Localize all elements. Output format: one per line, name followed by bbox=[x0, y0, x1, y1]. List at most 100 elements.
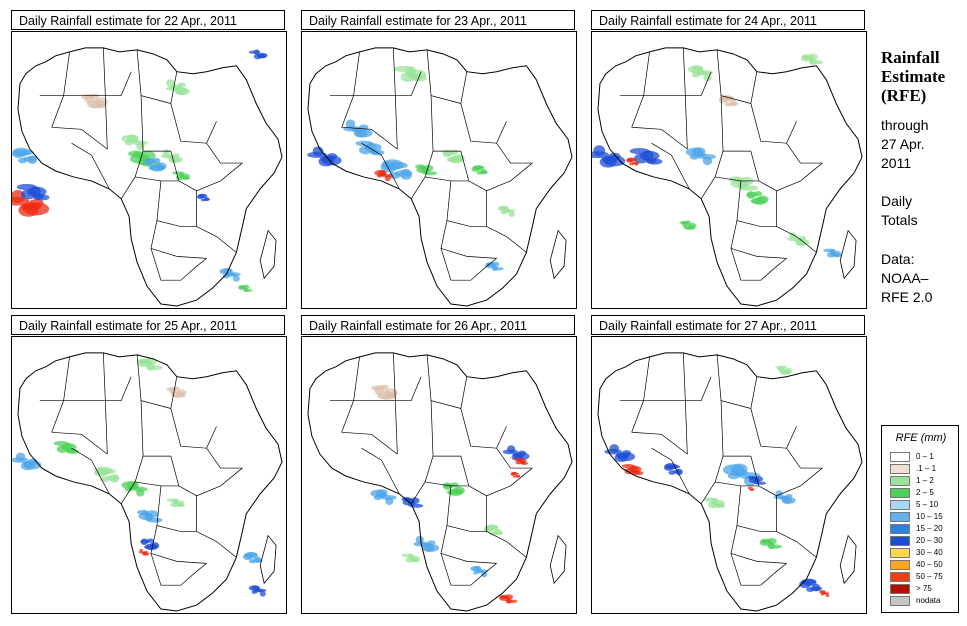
rainfall-patch bbox=[415, 536, 424, 544]
rainfall-patch bbox=[702, 156, 713, 166]
rainfall-patch bbox=[232, 275, 240, 282]
rainfall-patch bbox=[145, 543, 159, 551]
country-border bbox=[392, 47, 398, 150]
country-border bbox=[341, 51, 360, 128]
rainfall-patch bbox=[664, 463, 678, 470]
legend-label: 10 – 15 bbox=[916, 512, 943, 521]
rainfall-patch bbox=[473, 165, 484, 171]
country-border bbox=[430, 400, 461, 457]
country-border bbox=[486, 190, 527, 253]
rainfall-patch bbox=[121, 134, 137, 143]
country-border bbox=[170, 456, 243, 497]
coastline bbox=[597, 352, 863, 612]
country-border bbox=[170, 151, 243, 192]
map[interactable] bbox=[591, 31, 867, 309]
legend-swatch bbox=[890, 500, 910, 510]
country-border bbox=[651, 142, 690, 190]
rainfall-patch bbox=[138, 512, 154, 520]
rainfall-patch bbox=[394, 170, 412, 177]
country-border bbox=[750, 408, 797, 449]
panel-title: Daily Rainfall estimate for 23 Apr., 201… bbox=[301, 10, 575, 30]
rainfall-patch bbox=[514, 475, 520, 478]
country-border bbox=[51, 356, 70, 433]
country-border bbox=[460, 71, 468, 104]
country-border bbox=[341, 431, 398, 455]
map[interactable] bbox=[301, 31, 577, 309]
rainfall-patch bbox=[508, 211, 515, 218]
madagascar-outline bbox=[839, 534, 857, 585]
map[interactable] bbox=[301, 336, 577, 614]
country-border bbox=[410, 456, 434, 504]
rainfall-patch bbox=[631, 161, 639, 165]
rainfall-patch bbox=[518, 458, 527, 464]
rainfall-patch bbox=[94, 466, 113, 476]
legend-swatch bbox=[890, 596, 910, 606]
country-border bbox=[750, 71, 758, 104]
rainfall-patch bbox=[796, 239, 810, 246]
rainfall-patch bbox=[746, 192, 758, 198]
panel-title: Daily Rainfall estimate for 27 Apr., 201… bbox=[591, 315, 865, 335]
coastline bbox=[597, 47, 863, 307]
rainfall-patch bbox=[485, 262, 497, 269]
legend-swatch bbox=[890, 488, 910, 498]
rainfall-patch bbox=[136, 142, 145, 151]
rainfall-patch bbox=[371, 385, 385, 391]
africa-map bbox=[307, 47, 573, 307]
rainfall-patch bbox=[142, 552, 150, 556]
rainfall-patch bbox=[810, 586, 823, 592]
rainfall-patch bbox=[683, 224, 695, 230]
madagascar-outline bbox=[259, 534, 277, 585]
map[interactable] bbox=[591, 336, 867, 614]
africa-map bbox=[12, 352, 283, 612]
country-border bbox=[71, 142, 110, 190]
legend-label: 20 – 30 bbox=[916, 536, 943, 545]
rainfall-patch bbox=[136, 489, 145, 497]
country-border bbox=[631, 51, 650, 128]
country-border bbox=[426, 354, 461, 409]
rainfall-patch bbox=[173, 500, 185, 506]
country-border bbox=[135, 176, 179, 182]
country-border bbox=[135, 481, 179, 487]
country-border bbox=[329, 71, 422, 96]
rainfall-patch bbox=[23, 156, 37, 162]
country-border bbox=[700, 456, 724, 504]
rainfall-patch bbox=[497, 205, 509, 212]
map[interactable] bbox=[11, 31, 287, 309]
legend-swatch bbox=[890, 560, 910, 570]
country-border bbox=[460, 103, 507, 144]
rainfall-patch bbox=[256, 52, 268, 59]
daily-label: Daily bbox=[881, 193, 913, 209]
country-border bbox=[170, 103, 217, 144]
rainfall-patch bbox=[720, 95, 734, 102]
through-label: through bbox=[881, 117, 929, 133]
country-border bbox=[716, 354, 751, 409]
country-border bbox=[776, 495, 817, 558]
rainfall-patch bbox=[171, 391, 185, 398]
country-border bbox=[460, 456, 533, 497]
rainfall-patch bbox=[423, 544, 440, 552]
rainfall-patch bbox=[481, 571, 488, 578]
country-border bbox=[786, 447, 823, 469]
country-border bbox=[716, 49, 751, 104]
country-border bbox=[631, 356, 650, 433]
legend-swatch bbox=[890, 536, 910, 546]
legend-swatch bbox=[890, 572, 910, 582]
country-border bbox=[730, 525, 787, 564]
rainfall-patch bbox=[825, 593, 830, 598]
country-border bbox=[750, 376, 758, 409]
rainfall-patch bbox=[728, 101, 739, 106]
rainfall-patch bbox=[374, 170, 386, 176]
map[interactable] bbox=[11, 336, 287, 614]
rainfall-patch bbox=[730, 179, 749, 188]
country-border bbox=[736, 180, 777, 227]
country-border bbox=[102, 352, 108, 455]
country-border bbox=[440, 248, 497, 281]
country-border bbox=[170, 376, 178, 409]
rainfall-patch bbox=[139, 548, 143, 553]
rainfall-patch bbox=[779, 369, 791, 375]
legend-label: 15 – 20 bbox=[916, 524, 943, 533]
map-panel: Daily Rainfall estimate for 24 Apr., 201… bbox=[591, 10, 867, 309]
country-border bbox=[156, 485, 197, 532]
rainfall-patch bbox=[747, 487, 752, 489]
rainfall-patch bbox=[626, 157, 636, 162]
